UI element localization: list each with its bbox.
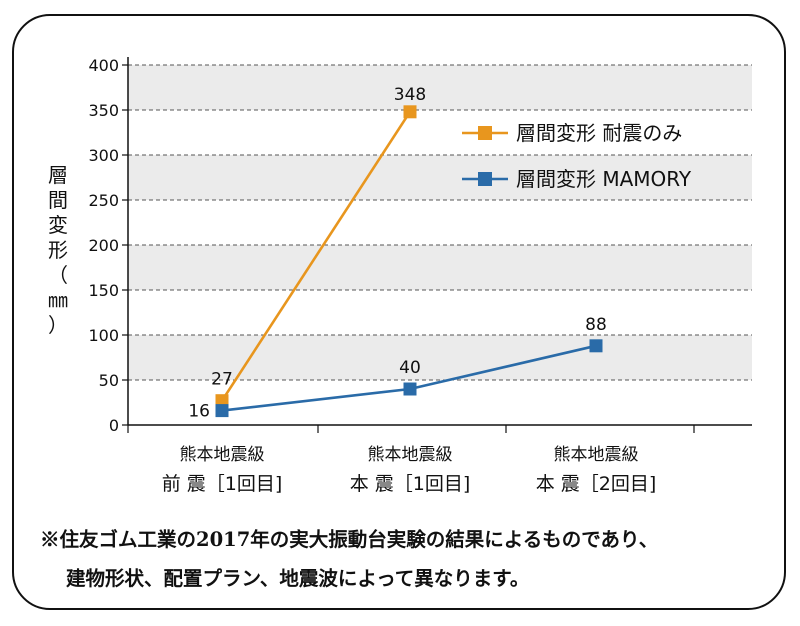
x-tick-label: 熊本地震級 [180,445,265,465]
legend-label: 層間変形 耐震のみ [516,121,682,145]
y-tick-label: 100 [88,326,119,345]
data-label: 88 [585,315,607,335]
grid-band [128,65,752,110]
grid-band [128,335,752,380]
y-tick-label: 300 [88,146,119,165]
x-tick-label: 本 震［1回目] [350,473,471,495]
y-tick-label: 350 [88,101,119,120]
legend-label: 層間変形 MAMORY [516,167,692,191]
y-axis-label: ㎜ [48,288,68,312]
y-tick-label: 0 [109,416,119,435]
data-point [215,394,229,408]
y-axis-label: 間 [48,188,68,212]
data-point [403,105,417,119]
data-label: 40 [399,358,421,378]
y-tick-label: 400 [88,56,119,75]
y-axis-label: 層 [48,163,68,187]
data-label: 16 [188,402,210,422]
legend-marker [478,172,492,186]
y-tick-label: 50 [99,371,119,390]
y-axis-label: 変 [48,213,68,237]
grid-band [128,155,752,200]
data-label: 27 [211,370,233,390]
x-tick-label: 前 震［1回目] [162,473,283,495]
series-line [220,111,412,402]
data-point [403,382,417,396]
data-point [589,339,603,353]
grid-band [128,245,752,290]
chart-frame [12,14,786,610]
y-tick-label: 150 [88,281,119,300]
data-point [215,404,229,418]
y-axis-label: （ [48,263,68,287]
x-tick-label: 熊本地震級 [554,445,639,465]
y-tick-label: 200 [88,236,119,255]
footnote-line-1: ※住友ゴム工業の2017年の実大振動台実験の結果によるものであり、 [40,528,659,551]
footnote-line-2: 建物形状、配置プラン、地震波によって異なります。 [66,567,530,590]
y-axis-label: 形 [48,238,68,262]
y-tick-label: 250 [88,191,119,210]
x-tick-label: 本 震［2回目] [536,473,657,495]
x-tick-label: 熊本地震級 [368,445,453,465]
y-axis-label: ） [48,313,68,337]
data-label: 348 [394,85,426,105]
legend-marker [478,126,492,140]
